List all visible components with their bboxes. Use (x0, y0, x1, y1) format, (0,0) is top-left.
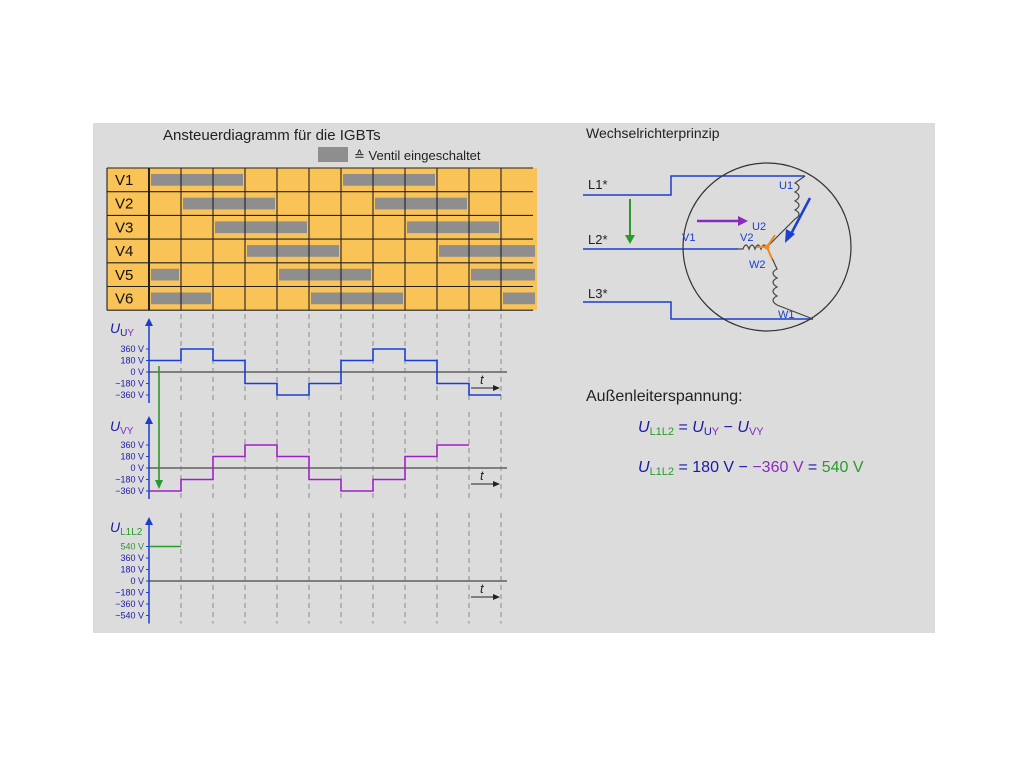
plot-ticklabel-ul1l2-1: 360 V (120, 553, 144, 563)
coil-label-u2: U2 (752, 221, 766, 233)
plot-ticklabel-ul1l2-4: −180 V (115, 588, 144, 598)
plot-yaxis-arrow-ul1l2 (145, 517, 153, 525)
plot-ticklabel-uvy-1: 180 V (120, 452, 144, 462)
on-bar-v2-1 (375, 197, 467, 210)
row-label-v5: V5 (115, 267, 133, 284)
plot-curve-uuy (149, 348, 501, 396)
row-label-v4: V4 (115, 243, 133, 260)
coil-w (766, 246, 814, 320)
arrow-l1-l2-head (625, 235, 635, 244)
coil-label-v1: V1 (682, 232, 695, 244)
plot-ticklabel-ul1l2-0: 540 V (120, 542, 144, 552)
plot-uvy: UVY 360 V 180 V0 V −180 V−360 V t (110, 412, 507, 499)
on-bar-v1-1 (343, 174, 435, 186)
inverter-principle: L1* L2* L3* U1 U2 V1 V2 W2 W1 (583, 162, 852, 332)
plot-ticklabel-uvy-0: 360 V (120, 440, 144, 450)
on-bar-v3-0 (215, 221, 307, 234)
plot-ticklabel-uvy-3: −180 V (115, 475, 144, 485)
on-bar-v4-0 (247, 245, 339, 257)
figure: Ansteuerdiagramm für die IGBTs ≙ Ventil … (106, 125, 864, 624)
on-bar-v4-1 (439, 245, 535, 257)
coil-v (738, 244, 768, 251)
coil-label-w1: W1 (778, 309, 795, 321)
equation-2: UL1L2 = 180 V − −360 V = 540 V (638, 459, 864, 478)
plot-label-ul1l2: UL1L2 (110, 519, 143, 538)
coil-label-v2: V2 (740, 232, 753, 244)
on-bar-v5-2 (471, 268, 535, 281)
plot-t-arrowhead-uvy (493, 481, 500, 487)
plot-ticklabel-uvy-4: −360 V (115, 486, 144, 496)
right-title: Wechselrichterprinzip (586, 125, 720, 141)
row-label-v1: V1 (115, 172, 133, 189)
plot-label-uvy: UVY (110, 418, 134, 437)
plot-t-arrowhead-uuy (493, 385, 500, 391)
plot-ticklabel-uuy-4: −360 V (115, 390, 144, 400)
on-bar-v6-1 (311, 292, 403, 305)
left-title: Ansteuerdiagramm für die IGBTs (163, 127, 381, 144)
plot-label-uuy: UUY (110, 320, 134, 339)
plot-t-label-uvy: t (480, 468, 485, 483)
coil-u (766, 175, 806, 248)
row-label-v2: V2 (115, 196, 133, 213)
row-label-v6: V6 (115, 291, 133, 308)
plot-t-label-ul1l2: t (480, 581, 485, 596)
control-grid: V1 V2 V3 V4 V5 V6 (106, 167, 537, 311)
section-title: Außenleiterspannung: (586, 388, 743, 405)
line-label-l1: L1* (588, 177, 608, 192)
plot-yaxis-arrow-uuy (145, 318, 153, 326)
coil-label-u1: U1 (779, 180, 793, 192)
motor-circle (682, 162, 852, 332)
plot-uuy: UUY 360 V 180 V0 V −180 V−360 V t (110, 314, 507, 403)
line-label-l3: L3* (588, 286, 608, 301)
plot-ticklabel-uvy-2: 0 V (130, 463, 144, 473)
plot-ticklabel-ul1l2-3: 0 V (130, 576, 144, 586)
on-bar-v1-0 (151, 174, 243, 186)
plot-yaxis-arrow-uvy (145, 416, 153, 424)
star-point (764, 244, 770, 250)
plot-green-arrowhead (155, 480, 163, 489)
arrow-blue (789, 197, 812, 235)
plot-ticklabel-uuy-1: 180 V (120, 356, 144, 366)
line-l1 (583, 175, 805, 196)
on-bar-v5-0 (151, 268, 179, 281)
line-l3 (583, 301, 813, 320)
slide-panel: Ansteuerdiagramm für die IGBTs ≙ Ventil … (93, 123, 935, 633)
on-bar-v3-1 (407, 221, 499, 234)
plot-t-label-uuy: t (480, 372, 485, 387)
plot-ticklabel-ul1l2-2: 180 V (120, 565, 144, 575)
plot-t-arrowhead-ul1l2 (493, 594, 500, 600)
plot-ticklabel-uuy-3: −180 V (115, 379, 144, 389)
row-label-v3: V3 (115, 219, 133, 236)
coil-label-w2: W2 (749, 259, 766, 271)
arrow-blue-head (785, 229, 795, 243)
plot-ticklabel-uuy-2: 0 V (130, 367, 144, 377)
on-bar-v2-0 (183, 197, 275, 210)
line-label-l2: L2* (588, 232, 608, 247)
legend-swatch (318, 147, 348, 162)
arrow-purple-head (738, 216, 748, 226)
on-bar-v5-1 (279, 268, 371, 281)
equation-1: UL1L2 = UUY − UVY (638, 419, 764, 438)
legend-text: ≙ Ventil eingeschaltet (354, 148, 481, 163)
plot-ticklabel-ul1l2-5: −360 V (115, 599, 144, 609)
plot-ticklabel-ul1l2-6: −540 V (115, 611, 144, 621)
plot-ticklabel-uuy-0: 360 V (120, 344, 144, 354)
plot-curve-uvy (149, 444, 469, 492)
on-bar-v6-2 (503, 292, 535, 305)
